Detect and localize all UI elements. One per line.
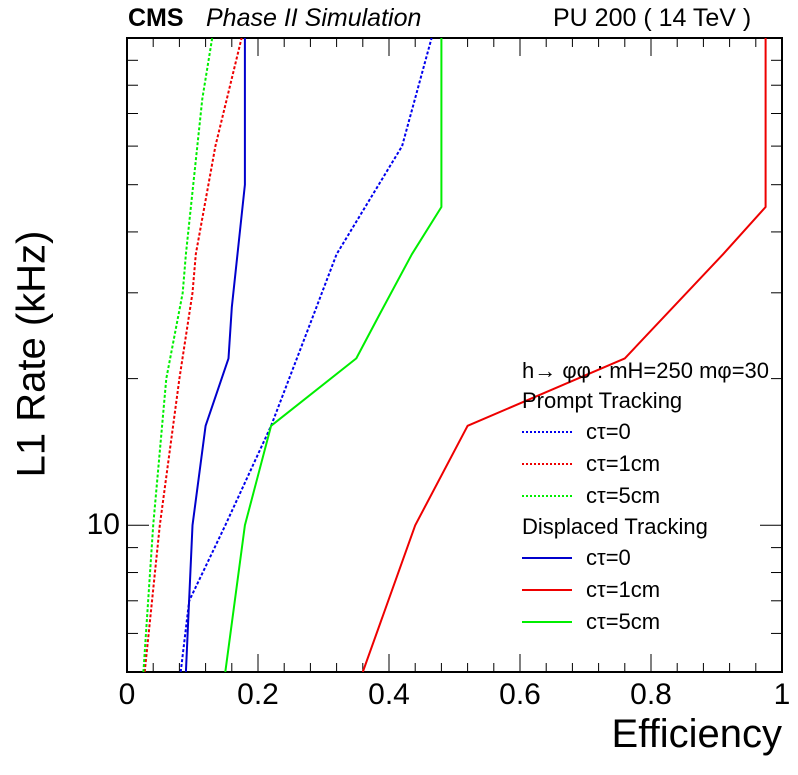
legend-title: h→ φφ : mH=250 mφ=30 [522, 358, 770, 383]
legend-swatch [522, 557, 572, 559]
legend-item-displaced-ct0: cτ=0 [522, 542, 769, 574]
phase-ii-simulation-label: Phase II Simulation [206, 4, 422, 32]
legend-swatch [522, 495, 572, 497]
pileup-energy-label: PU 200 ( 14 TeV ) [553, 4, 752, 32]
legend-swatch [522, 621, 572, 623]
x-tick-label: 1 [773, 678, 791, 711]
legend-item-prompt-ct0: cτ=0 [522, 416, 769, 448]
legend-item-label: cτ=5cm [586, 483, 661, 508]
legend-item-label: cτ=0 [586, 419, 631, 444]
series-line-3 [184, 38, 246, 672]
series-line-4 [361, 38, 767, 672]
legend-item-label: cτ=5cm [586, 609, 661, 634]
legend-group-prompt: Prompt Tracking [522, 388, 683, 413]
plot-frame [126, 37, 783, 673]
series-line-1 [143, 38, 243, 672]
legend-swatch [522, 463, 572, 465]
x-tick-label: 0.8 [630, 678, 672, 711]
legend-item-prompt-ct5cm: cτ=5cm [522, 480, 769, 512]
x-tick-label: 0 [118, 678, 136, 711]
legend-group-displaced: Displaced Tracking [522, 514, 708, 539]
legend-swatch [522, 589, 572, 591]
legend-item-prompt-ct1cm: cτ=1cm [522, 448, 769, 480]
legend-item-label: cτ=1cm [586, 577, 661, 602]
series-line-2 [142, 38, 214, 672]
y-axis-title: L1 Rate (kHz) [9, 230, 54, 478]
legend-item-label: cτ=1cm [586, 451, 661, 476]
series-line-0 [179, 38, 433, 672]
y-tick-label: 10 [86, 508, 120, 542]
x-tick-label: 0.2 [237, 678, 279, 711]
x-axis-title: Efficiency [611, 712, 782, 756]
legend: h→ φφ : mH=250 mφ=30 Prompt Tracking cτ=… [522, 356, 769, 638]
legend-item-label: cτ=0 [586, 545, 631, 570]
x-tick-label: 0.6 [499, 678, 541, 711]
series-line-5 [224, 38, 443, 672]
x-tick-label: 0.4 [368, 678, 410, 711]
cms-label: CMS [128, 4, 184, 32]
legend-swatch [522, 431, 572, 433]
legend-item-displaced-ct5cm: cτ=5cm [522, 606, 769, 638]
legend-item-displaced-ct1cm: cτ=1cm [522, 574, 769, 606]
